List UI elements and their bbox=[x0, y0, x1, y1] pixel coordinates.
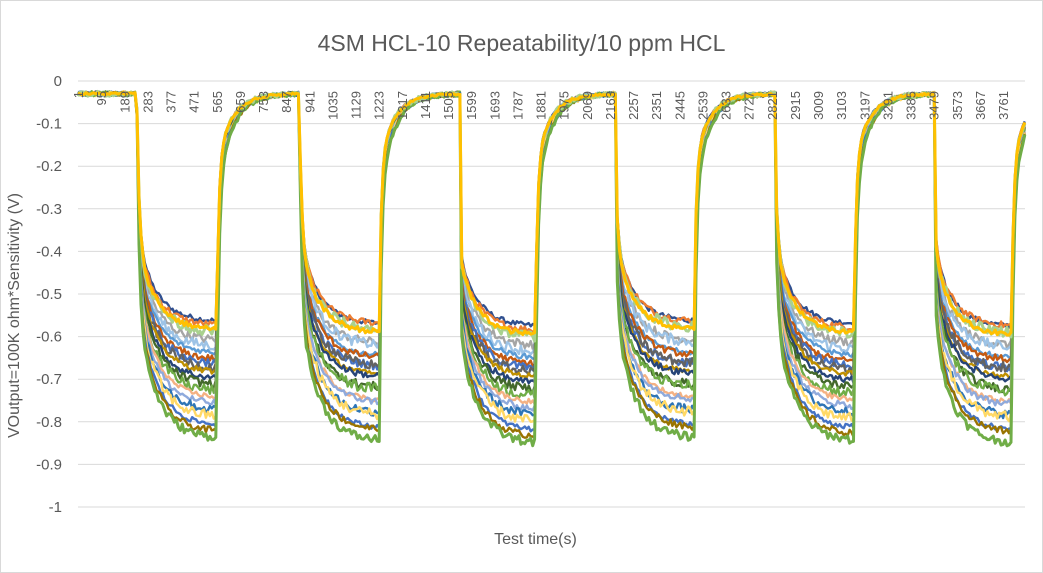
x-tick-label: 3103 bbox=[834, 91, 849, 120]
y-tick-label: -0.1 bbox=[36, 116, 62, 133]
y-tick-label: -0.7 bbox=[36, 371, 62, 388]
x-axis-label: Test time(s) bbox=[494, 531, 577, 548]
x-tick-label: 3761 bbox=[996, 91, 1011, 120]
x-tick-label: 189 bbox=[117, 91, 132, 113]
x-tick-label: 3479 bbox=[927, 91, 942, 120]
y-tick-label: 0 bbox=[54, 73, 62, 90]
x-tick-label: 1411 bbox=[418, 91, 433, 119]
x-tick-label: 2821 bbox=[765, 91, 780, 120]
x-tick-label: 3291 bbox=[881, 91, 896, 120]
series-line bbox=[77, 91, 1027, 337]
y-tick-label: -0.4 bbox=[36, 243, 62, 260]
x-tick-label: 1223 bbox=[372, 91, 387, 120]
x-tick-label: 471 bbox=[187, 91, 202, 113]
x-tick-label: 3009 bbox=[811, 91, 826, 120]
x-tick-label: 283 bbox=[140, 91, 155, 113]
x-tick-label: 95 bbox=[94, 91, 109, 105]
x-tick-label: 1 bbox=[71, 91, 86, 98]
x-tick-label: 3573 bbox=[950, 91, 965, 120]
y-tick-label: -0.3 bbox=[36, 201, 62, 218]
x-tick-label: 2539 bbox=[695, 91, 710, 120]
x-tick-label: 753 bbox=[256, 91, 271, 113]
y-tick-labels: 0 -0.1 -0.2 -0.3 -0.4 -0.5 -0.6 -0.7 -0.8 -0.9 -1 bbox=[36, 73, 62, 516]
y-tick-label: -0.9 bbox=[36, 456, 62, 473]
x-tick-labels: 1 95 189 283 377 471 565 659 753 847 941 1035 1129 12… bbox=[71, 91, 1011, 120]
x-tick-label: 1599 bbox=[464, 91, 479, 120]
x-tick-label: 659 bbox=[233, 91, 248, 113]
x-tick-label: 1129 bbox=[349, 91, 364, 119]
x-tick-label: 2915 bbox=[788, 91, 803, 120]
y-tick-label: -0.8 bbox=[36, 414, 62, 431]
x-tick-label: 2351 bbox=[649, 91, 664, 120]
x-tick-label: 1881 bbox=[534, 91, 549, 120]
x-tick-label: 1693 bbox=[487, 91, 502, 120]
gridlines bbox=[78, 80, 1025, 508]
x-tick-label: 1317 bbox=[395, 91, 410, 120]
x-tick-label: 3667 bbox=[973, 91, 988, 120]
x-tick-label: 847 bbox=[279, 91, 294, 113]
x-tick-label: 1035 bbox=[325, 91, 340, 120]
x-tick-label: 2163 bbox=[603, 91, 618, 120]
y-tick-label: -1 bbox=[49, 499, 62, 516]
x-tick-label: 1787 bbox=[510, 91, 525, 120]
x-tick-label: 1975 bbox=[557, 91, 572, 120]
x-tick-label: 565 bbox=[210, 91, 225, 113]
x-tick-label: 3385 bbox=[904, 91, 919, 120]
y-tick-label: -0.5 bbox=[36, 286, 62, 303]
x-tick-label: 2069 bbox=[580, 91, 595, 120]
y-tick-label: -0.6 bbox=[36, 329, 62, 346]
y-tick-label: -0.2 bbox=[36, 158, 62, 175]
x-tick-label: 2633 bbox=[719, 91, 734, 120]
series-lines bbox=[76, 89, 1027, 448]
x-tick-label: 1505 bbox=[441, 91, 456, 120]
x-tick-label: 2727 bbox=[742, 91, 757, 120]
x-tick-label: 2257 bbox=[626, 91, 641, 120]
series-line bbox=[77, 90, 1027, 448]
x-tick-label: 377 bbox=[164, 91, 179, 113]
x-tick-label: 3197 bbox=[857, 91, 872, 120]
x-tick-label: 2445 bbox=[672, 91, 687, 120]
chart-title: 4SM HCL-10 Repeatability/10 ppm HCL bbox=[317, 30, 726, 56]
x-tick-label: 941 bbox=[302, 91, 317, 113]
